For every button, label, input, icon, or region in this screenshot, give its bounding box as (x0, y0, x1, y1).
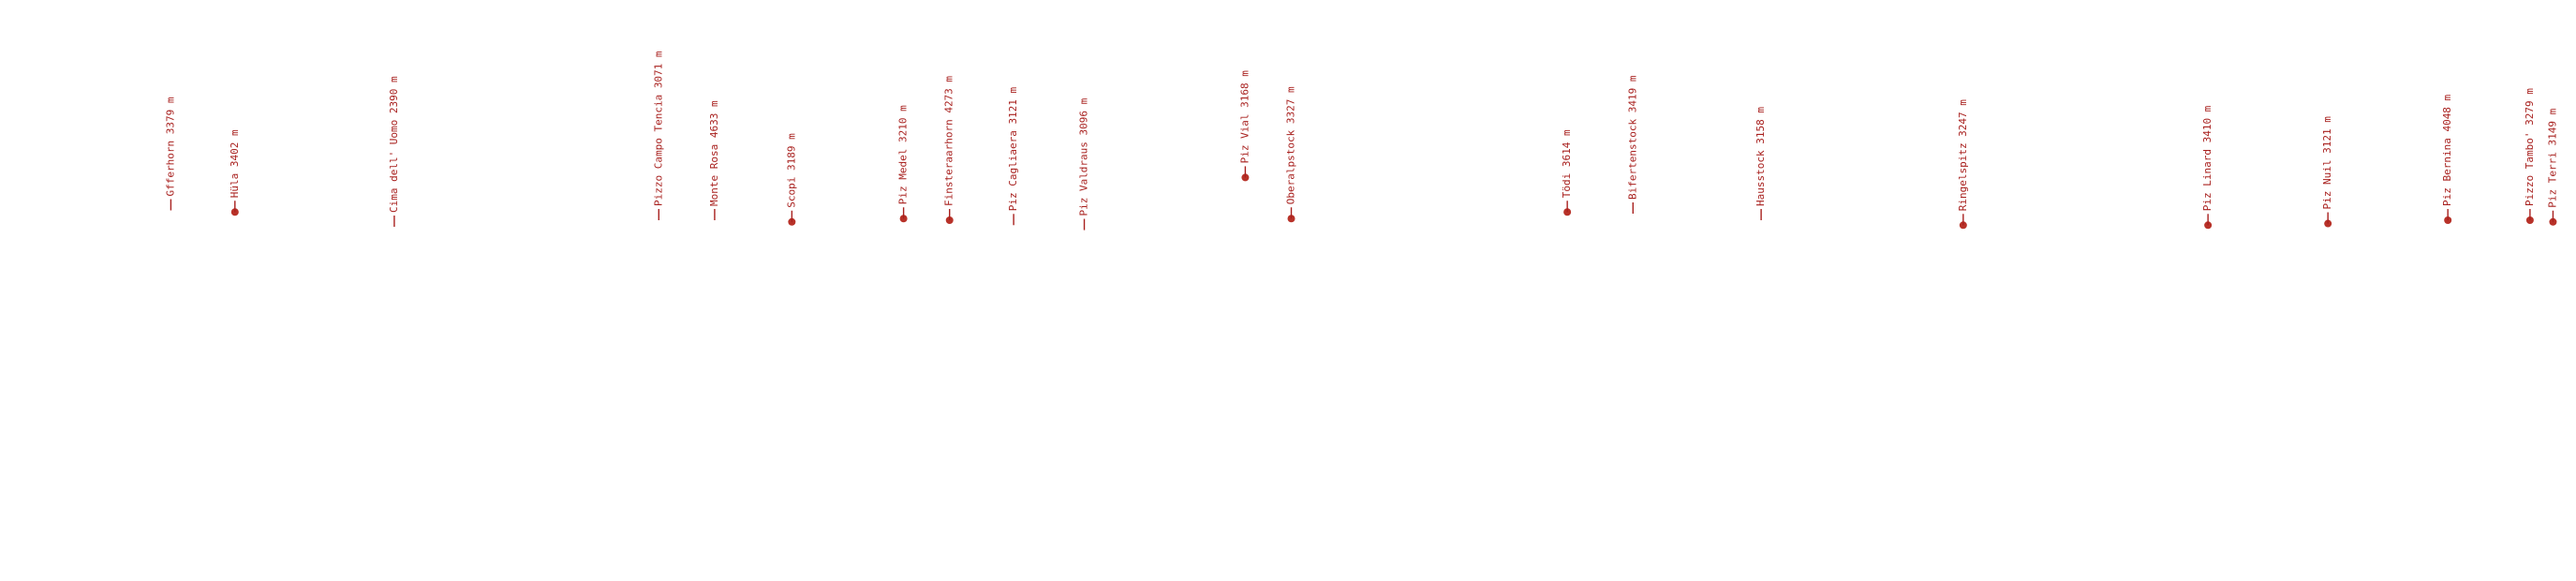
peak-label: Cima dell' Uomo 2390 m (388, 76, 400, 228)
peak-name: Piz Vial 3168 m (1238, 70, 1251, 164)
peak-label: Piz Terri 3149 m (2546, 108, 2558, 226)
peak-name: Piz Valdraus 3096 m (1078, 97, 1090, 216)
peak-name: Piz Nuil 3121 m (2321, 116, 2333, 210)
peak-label: Hüla 3402 m (229, 129, 241, 216)
peak-label: Finsteraarhorn 4273 m (943, 76, 955, 225)
peak-name: Scopi 3189 m (785, 133, 797, 208)
peak-name: Oberalpstock 3327 m (1285, 86, 1297, 204)
peak-name: Ringelspitz 3247 m (1957, 99, 1969, 212)
peak-name: Piz Bernina 4048 m (2441, 94, 2453, 206)
peak-name: Piz Cagliaera 3121 m (1007, 86, 1019, 211)
peak-name: Cima dell' Uomo 2390 m (388, 76, 400, 213)
peak-name: Piz Linard 3410 m (2201, 105, 2213, 211)
peak-name: Bifertenstock 3419 m (1626, 75, 1638, 200)
peak-name: Finsteraarhorn 4273 m (943, 76, 955, 206)
peak-label: Pizzo Campo Tencia 3071 m (652, 51, 664, 221)
peak-name: Pizzo Campo Tencia 3071 m (652, 51, 664, 206)
peak-label: Piz Valdraus 3096 m (1078, 97, 1090, 231)
peak-label: Piz Nuil 3121 m (2321, 116, 2333, 228)
peak-label: Pizzo Tambo' 3279 m (2524, 88, 2536, 225)
peak-label: Piz Cagliaera 3121 m (1007, 86, 1019, 226)
peak-name: Piz Medel 3210 m (897, 105, 910, 204)
peak-label: Gfferhorn 3379 m (164, 97, 176, 211)
peak-name: Pizzo Tambo' 3279 m (2524, 88, 2536, 206)
peak-name: Piz Terri 3149 m (2546, 108, 2558, 207)
peak-name: Tödi 3614 m (1561, 129, 1573, 198)
peak-label: Ringelspitz 3247 m (1957, 99, 1969, 230)
peak-label: Piz Vial 3168 m (1238, 70, 1251, 182)
peak-name: Hausstock 3158 m (1754, 107, 1767, 206)
peak-label: Oberalpstock 3327 m (1285, 86, 1297, 223)
peak-label: Scopi 3189 m (785, 133, 797, 226)
peak-label: Tödi 3614 m (1561, 129, 1573, 216)
peak-label: Piz Bernina 4048 m (2441, 94, 2453, 225)
peak-label: Bifertenstock 3419 m (1626, 75, 1638, 214)
peak-name: Monte Rosa 4633 m (708, 100, 720, 206)
peak-name: Hüla 3402 m (229, 129, 241, 198)
peak-label: Piz Linard 3410 m (2201, 105, 2213, 230)
peak-label: Monte Rosa 4633 m (708, 100, 720, 221)
peak-label: Piz Medel 3210 m (897, 105, 910, 223)
peak-name: Gfferhorn 3379 m (164, 97, 176, 196)
peak-label: Hausstock 3158 m (1754, 107, 1767, 221)
